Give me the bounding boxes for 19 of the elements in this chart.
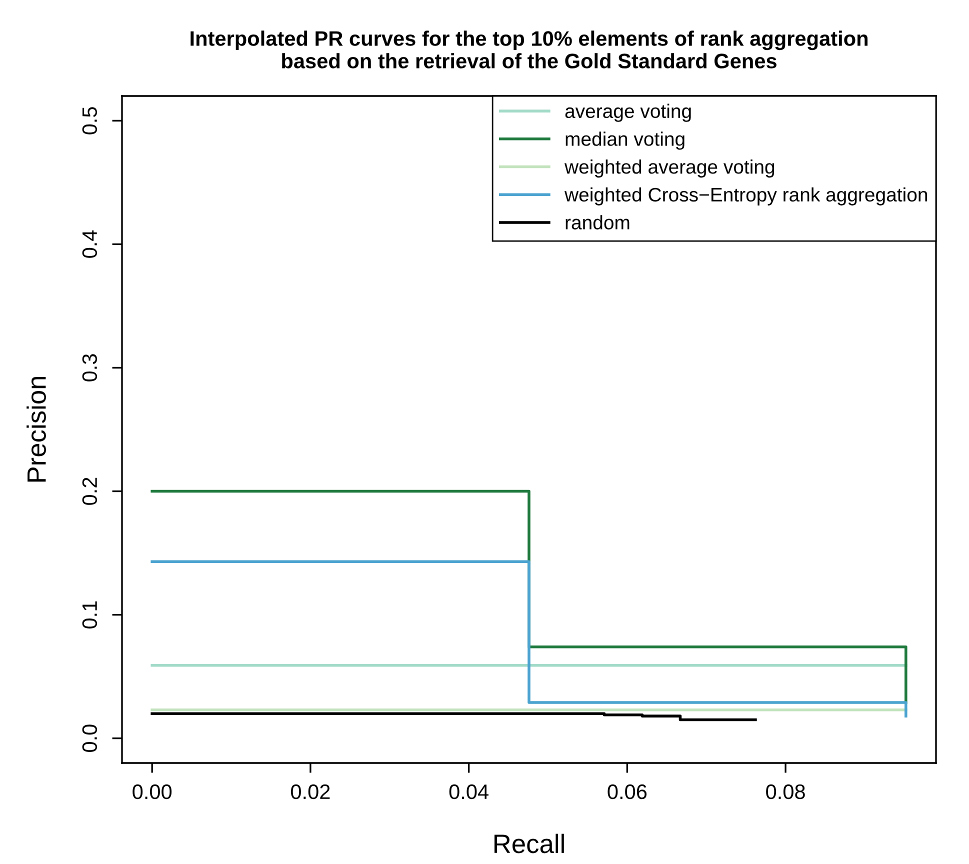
y-tick-label: 0.3 <box>82 354 98 382</box>
y-axis-title: Precision <box>26 376 46 482</box>
x-tick-label: 0.08 <box>766 784 805 800</box>
y-tick-label: 0.1 <box>82 601 98 628</box>
legend-label: random <box>566 215 630 230</box>
x-tick-label: 0.00 <box>132 784 172 800</box>
x-tick-label: 0.06 <box>608 784 647 800</box>
legend-label: median voting <box>566 132 684 150</box>
y-tick-label: 0.4 <box>82 230 98 258</box>
x-axis-title: Recall <box>494 834 564 854</box>
legend-label: weighted Cross−Entropy rank aggregation <box>564 187 927 206</box>
x-tick-label: 0.04 <box>449 784 488 800</box>
chart-title: Interpolated PR curves for the top 10% elements of rank aggregation based on the retrieval of the Gold Standard Genes <box>190 30 868 68</box>
x-tick-label: 0.02 <box>290 784 330 800</box>
y-tick-label: 0.2 <box>82 478 98 505</box>
y-tick-label: 0.5 <box>82 107 98 134</box>
legend-label: average voting <box>565 104 691 122</box>
legend-label: weighted average voting <box>564 159 774 178</box>
y-tick-label: 0.0 <box>82 724 98 752</box>
